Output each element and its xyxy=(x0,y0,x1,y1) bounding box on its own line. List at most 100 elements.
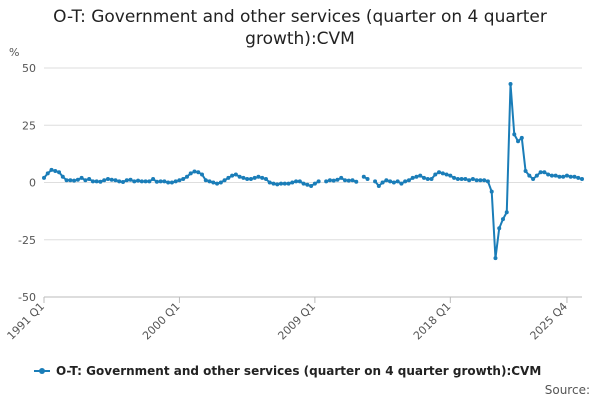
data-point[interactable] xyxy=(98,179,103,184)
data-point[interactable] xyxy=(301,181,306,186)
data-point[interactable] xyxy=(83,178,88,183)
data-point[interactable] xyxy=(564,173,569,178)
data-point[interactable] xyxy=(139,179,144,184)
data-point[interactable] xyxy=(452,175,457,180)
data-point[interactable] xyxy=(459,177,464,182)
data-point[interactable] xyxy=(128,177,133,182)
data-point[interactable] xyxy=(79,175,84,180)
data-point[interactable] xyxy=(215,181,220,186)
data-point[interactable] xyxy=(207,179,212,184)
data-point[interactable] xyxy=(342,178,347,183)
data-point[interactable] xyxy=(90,179,95,184)
data-point[interactable] xyxy=(410,175,415,180)
data-point[interactable] xyxy=(421,175,426,180)
data-point[interactable] xyxy=(527,173,532,178)
data-point[interactable] xyxy=(365,177,370,182)
data-point[interactable] xyxy=(493,256,498,261)
data-point[interactable] xyxy=(549,173,554,178)
data-point[interactable] xyxy=(158,179,163,184)
data-point[interactable] xyxy=(45,171,50,176)
data-point[interactable] xyxy=(485,179,490,184)
data-point[interactable] xyxy=(508,82,513,87)
data-point[interactable] xyxy=(94,179,99,184)
data-point[interactable] xyxy=(482,178,487,183)
data-point[interactable] xyxy=(109,177,114,182)
data-point[interactable] xyxy=(196,170,201,175)
data-point[interactable] xyxy=(177,178,182,183)
data-point[interactable] xyxy=(448,173,453,178)
data-point[interactable] xyxy=(429,177,434,182)
data-point[interactable] xyxy=(222,178,227,183)
data-point[interactable] xyxy=(184,174,189,179)
data-point[interactable] xyxy=(286,181,291,186)
data-point[interactable] xyxy=(388,179,393,184)
data-point[interactable] xyxy=(173,179,178,184)
data-point[interactable] xyxy=(49,167,54,172)
data-point[interactable] xyxy=(350,178,355,183)
data-point[interactable] xyxy=(391,180,396,185)
data-point[interactable] xyxy=(192,169,197,174)
data-point[interactable] xyxy=(113,178,118,183)
data-point[interactable] xyxy=(516,139,521,144)
data-point[interactable] xyxy=(53,169,58,174)
data-point[interactable] xyxy=(478,178,483,183)
data-point[interactable] xyxy=(414,174,419,179)
data-point[interactable] xyxy=(68,178,73,183)
data-point[interactable] xyxy=(124,178,129,183)
data-point[interactable] xyxy=(580,177,584,182)
data-point[interactable] xyxy=(444,172,449,177)
data-point[interactable] xyxy=(455,177,460,182)
data-point[interactable] xyxy=(531,177,536,182)
data-point[interactable] xyxy=(504,210,509,215)
data-point[interactable] xyxy=(346,178,351,183)
data-point[interactable] xyxy=(324,179,329,184)
data-point[interactable] xyxy=(576,175,581,180)
data-point[interactable] xyxy=(87,177,92,182)
data-point[interactable] xyxy=(568,174,573,179)
data-point[interactable] xyxy=(376,183,381,188)
data-point[interactable] xyxy=(200,172,205,177)
data-point[interactable] xyxy=(117,179,122,184)
data-point[interactable] xyxy=(226,175,231,180)
data-point[interactable] xyxy=(339,175,344,180)
data-point[interactable] xyxy=(271,181,276,186)
data-point[interactable] xyxy=(497,226,502,231)
data-point[interactable] xyxy=(121,180,126,185)
data-point[interactable] xyxy=(546,172,551,177)
data-point[interactable] xyxy=(60,174,65,179)
data-point[interactable] xyxy=(181,177,186,182)
data-point[interactable] xyxy=(305,182,310,187)
data-point[interactable] xyxy=(316,179,321,184)
data-point[interactable] xyxy=(154,179,159,184)
data-point[interactable] xyxy=(361,174,366,179)
data-point[interactable] xyxy=(211,180,216,185)
data-point[interactable] xyxy=(162,179,167,184)
data-point[interactable] xyxy=(354,179,359,184)
data-point[interactable] xyxy=(105,177,110,182)
data-point[interactable] xyxy=(297,179,302,184)
data-point[interactable] xyxy=(237,174,242,179)
data-point[interactable] xyxy=(151,177,156,182)
data-point[interactable] xyxy=(561,174,566,179)
data-point[interactable] xyxy=(42,175,46,180)
data-point[interactable] xyxy=(425,177,430,182)
data-point[interactable] xyxy=(463,177,468,182)
data-point[interactable] xyxy=(218,180,223,185)
data-point[interactable] xyxy=(147,179,152,184)
data-point[interactable] xyxy=(553,173,558,178)
data-point[interactable] xyxy=(512,132,517,137)
data-point[interactable] xyxy=(294,179,299,184)
data-point[interactable] xyxy=(373,179,378,184)
data-point[interactable] xyxy=(64,178,69,183)
data-point[interactable] xyxy=(169,180,174,185)
data-point[interactable] xyxy=(275,182,280,187)
data-point[interactable] xyxy=(75,177,80,182)
data-point[interactable] xyxy=(263,177,268,182)
data-point[interactable] xyxy=(102,178,107,183)
data-point[interactable] xyxy=(136,178,141,183)
data-point[interactable] xyxy=(132,179,137,184)
data-point[interactable] xyxy=(418,173,423,178)
data-point[interactable] xyxy=(523,169,528,174)
data-point[interactable] xyxy=(72,178,77,183)
data-point[interactable] xyxy=(467,178,472,183)
